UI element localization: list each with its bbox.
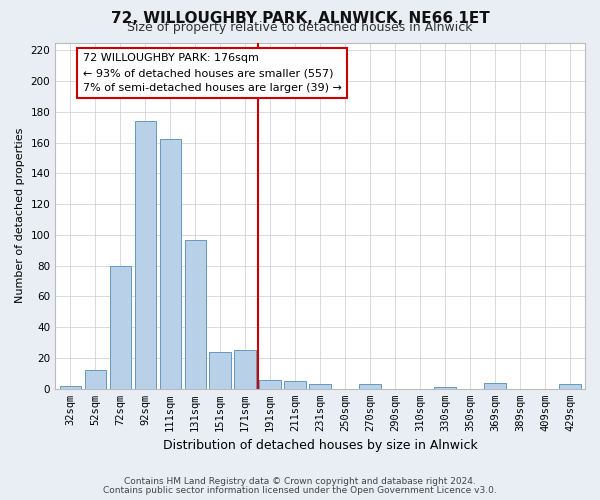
Bar [110,266,131,389]
X-axis label: Distribution of detached houses by size in Alnwick: Distribution of detached houses by size … [163,440,478,452]
Bar [59,386,81,389]
Bar [284,381,306,389]
Bar [310,384,331,389]
Bar [85,370,106,389]
Bar [484,382,506,389]
Bar [559,384,581,389]
Bar [134,121,156,389]
Bar [259,380,281,389]
Bar [160,140,181,389]
Y-axis label: Number of detached properties: Number of detached properties [15,128,25,304]
Bar [359,384,380,389]
Text: 72 WILLOUGHBY PARK: 176sqm
← 93% of detached houses are smaller (557)
7% of semi: 72 WILLOUGHBY PARK: 176sqm ← 93% of deta… [83,54,341,93]
Bar [209,352,231,389]
Text: Contains HM Land Registry data © Crown copyright and database right 2024.: Contains HM Land Registry data © Crown c… [124,477,476,486]
Bar [185,240,206,389]
Bar [235,350,256,389]
Text: Size of property relative to detached houses in Alnwick: Size of property relative to detached ho… [127,22,473,35]
Bar [434,388,455,389]
Text: 72, WILLOUGHBY PARK, ALNWICK, NE66 1ET: 72, WILLOUGHBY PARK, ALNWICK, NE66 1ET [110,11,490,26]
Text: Contains public sector information licensed under the Open Government Licence v3: Contains public sector information licen… [103,486,497,495]
